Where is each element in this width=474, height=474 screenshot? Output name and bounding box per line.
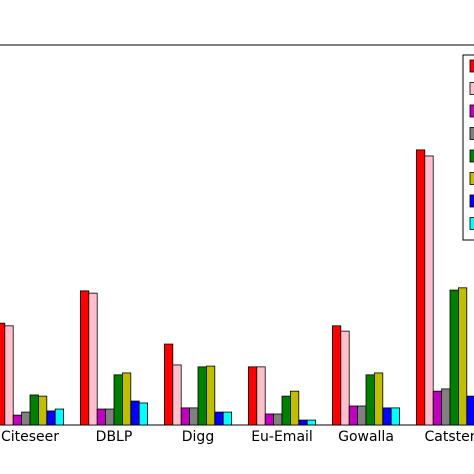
bar [382, 407, 392, 426]
bar [357, 405, 367, 426]
legend-swatch [469, 127, 474, 140]
bar [289, 390, 300, 426]
bar [424, 155, 434, 426]
bar [197, 366, 207, 426]
bar [189, 407, 199, 426]
bar [306, 419, 317, 426]
x-tick-label: Catster [425, 429, 474, 445]
legend-swatch [469, 59, 474, 73]
bar [12, 414, 22, 426]
legend-swatch [469, 217, 474, 230]
bar [365, 374, 375, 426]
bar [105, 408, 115, 426]
bar [172, 364, 182, 426]
bar [38, 395, 48, 426]
legend-swatch [469, 194, 474, 208]
bar [180, 407, 190, 426]
bar [331, 325, 342, 426]
bar [0, 322, 6, 426]
bar [138, 402, 148, 426]
legend-swatch [469, 82, 474, 95]
bar [46, 410, 56, 426]
bar [273, 413, 283, 426]
bar [21, 411, 31, 426]
bar [466, 395, 474, 426]
x-tick-label: Gowalla [338, 429, 394, 445]
bar [163, 343, 174, 426]
bar [214, 411, 224, 426]
legend-swatch [469, 104, 474, 118]
x-tick-label: Eu-Email [251, 429, 313, 445]
bar [222, 411, 232, 426]
bar [281, 395, 291, 426]
legend-swatch [469, 149, 474, 163]
bar [54, 408, 65, 426]
bar [88, 292, 98, 426]
legend-box [462, 54, 474, 241]
bar [298, 419, 308, 426]
bar [256, 366, 266, 426]
bar [449, 289, 459, 426]
bar [441, 388, 451, 426]
bar [373, 372, 384, 426]
bar [415, 149, 426, 426]
bar [264, 413, 275, 426]
bar [432, 390, 443, 426]
bar [29, 394, 39, 426]
x-tick-label: Digg [182, 429, 214, 445]
bar [247, 366, 258, 426]
bar [205, 365, 216, 426]
bar [457, 287, 468, 426]
bar [113, 374, 123, 426]
bar [348, 405, 359, 426]
x-tick-label: Citeseer [1, 429, 59, 445]
bar [122, 372, 132, 426]
bar [340, 330, 350, 426]
bar [80, 290, 90, 426]
legend-swatch [469, 172, 474, 185]
x-tick-label: DBLP [96, 429, 133, 445]
bar [390, 407, 401, 426]
bar [4, 325, 14, 426]
bar [130, 400, 140, 426]
bar [96, 408, 106, 426]
